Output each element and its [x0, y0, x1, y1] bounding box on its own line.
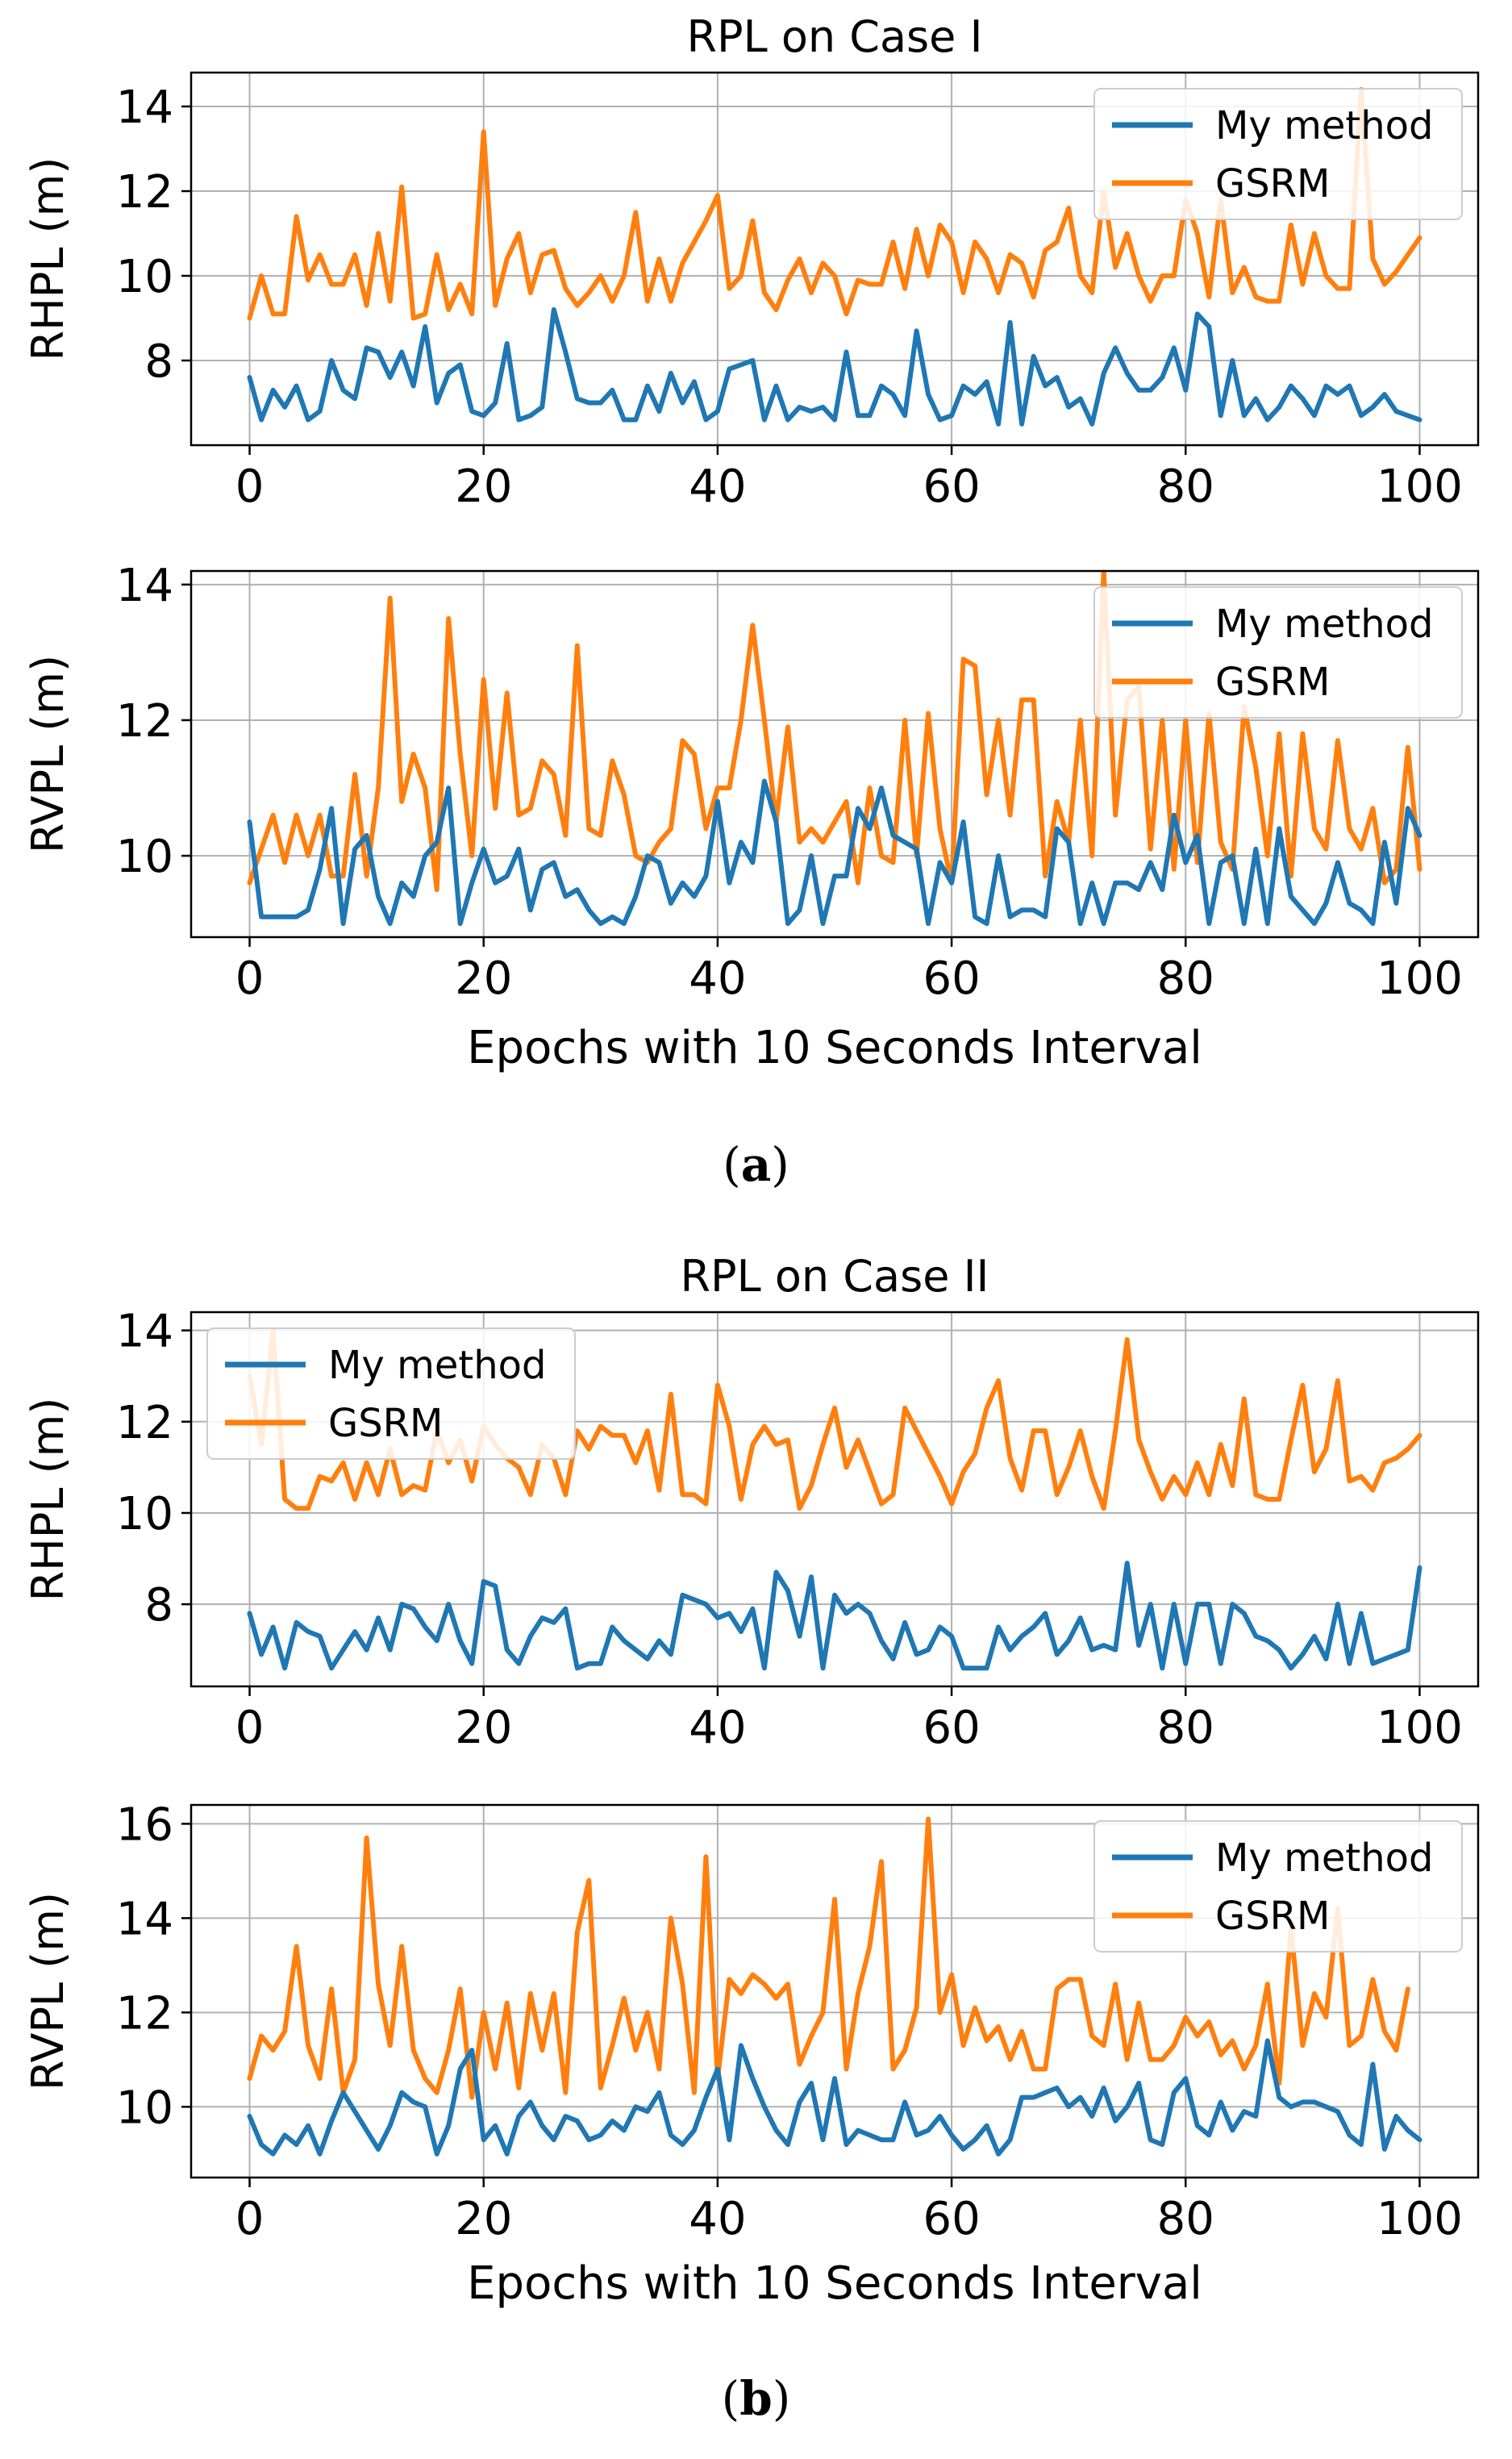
panel-b-title: RPL on Case II	[681, 1251, 989, 1302]
series-line-my-method	[247, 307, 1422, 427]
panel-a-title: RPL on Case I	[686, 11, 982, 62]
legend-label: GSRM	[1215, 660, 1330, 705]
y-axis-label: RHPL (m)	[23, 1398, 73, 1602]
x-tick-label: 40	[689, 1702, 746, 1754]
y-tick-label: 16	[116, 1798, 173, 1851]
x-tick-label: 20	[455, 461, 512, 513]
x-tick-label: 40	[689, 461, 746, 513]
y-axis-label: RVPL (m)	[23, 655, 73, 853]
y-tick-label: 12	[116, 1987, 173, 2040]
legend-label: My method	[1215, 602, 1433, 647]
x-tick-label: 80	[1157, 1702, 1214, 1754]
x-tick-label: 0	[235, 952, 264, 1005]
axes-frame	[190, 71, 1480, 447]
x-tick-label: 60	[923, 1702, 980, 1754]
x-tick-label: 60	[923, 461, 980, 513]
x-tick-label: 60	[923, 952, 980, 1005]
caption-a: (a)	[723, 1137, 789, 1192]
y-tick-label: 8	[144, 336, 173, 388]
legend-label: My method	[1215, 103, 1433, 148]
legend-label: GSRM	[1215, 1894, 1330, 1939]
series-line-my-method	[247, 1561, 1422, 1671]
y-tick-label: 10	[116, 1488, 173, 1540]
series-line-my-method	[247, 778, 1422, 927]
series-line-my-method	[247, 2038, 1422, 2157]
axes-frame	[190, 1311, 1480, 1688]
x-tick-label: 60	[923, 2193, 980, 2245]
y-tick-label: 14	[116, 1893, 173, 1945]
legend-label: GSRM	[328, 1401, 443, 1446]
y-axis-label: RVPL (m)	[23, 1892, 73, 2090]
panel-b-xlabel: Epochs with 10 Seconds Interval	[467, 2257, 1202, 2310]
legend-box	[1093, 88, 1463, 220]
y-tick-label: 12	[116, 166, 173, 219]
y-tick-label: 14	[116, 1306, 173, 1358]
chart-4: 0 20 40 60 80 100 10 12 14 16 RVPL (m) My method GSR…	[23, 1798, 1480, 2245]
legend-box	[1093, 1820, 1463, 1953]
series-group	[247, 571, 1422, 927]
legend-box	[1093, 586, 1463, 719]
legend-label: My method	[1215, 1836, 1433, 1881]
legend-box	[206, 1327, 576, 1460]
x-tick-label: 0	[235, 1702, 264, 1754]
y-tick-label: 10	[116, 831, 173, 883]
y-tick-label: 12	[116, 1397, 173, 1449]
x-tick-label: 100	[1377, 2193, 1463, 2245]
y-tick-label: 10	[116, 2082, 173, 2134]
x-tick-label: 20	[455, 1702, 512, 1754]
y-tick-label: 14	[116, 81, 173, 134]
chart-1: 0 20 40 60 80 100 8 10 12 14 RHPL (m) My method GSRM	[23, 71, 1480, 513]
x-tick-label: 20	[455, 2193, 512, 2245]
x-tick-label: 20	[455, 952, 512, 1005]
legend-label: My method	[328, 1343, 546, 1388]
panel-a-xlabel: Epochs with 10 Seconds Interval	[467, 1022, 1202, 1074]
y-tick-label: 12	[116, 695, 173, 748]
x-tick-label: 40	[689, 952, 746, 1005]
series-line-gsrm	[247, 87, 1422, 321]
x-tick-label: 100	[1377, 1702, 1463, 1754]
x-tick-label: 80	[1157, 461, 1214, 513]
x-tick-label: 80	[1157, 2193, 1214, 2245]
x-tick-label: 100	[1377, 952, 1463, 1005]
chart-2: 0 20 40 60 80 100 10 12 14 RVPL (m) My method GSRM	[23, 560, 1480, 1005]
x-tick-label: 40	[689, 2193, 746, 2245]
axes-frame	[190, 569, 1480, 939]
caption-b: (b)	[721, 2371, 791, 2426]
y-tick-label: 14	[116, 560, 173, 612]
axes-frame	[190, 1803, 1480, 2179]
series-group	[247, 1816, 1422, 2157]
series-group	[247, 87, 1422, 427]
y-tick-label: 8	[144, 1579, 173, 1632]
caption-a-label: a	[740, 1137, 772, 1192]
x-tick-label: 100	[1377, 461, 1463, 513]
x-tick-label: 0	[235, 461, 264, 513]
series-line-gsrm	[247, 1816, 1410, 2100]
legend-label: GSRM	[1215, 161, 1330, 206]
y-tick-label: 10	[116, 251, 173, 303]
series-line-gsrm	[247, 571, 1422, 893]
caption-b-label: b	[739, 2371, 773, 2426]
chart-3: 0 20 40 60 80 100 8 10 12 14 RHPL (m) My method GSRM	[23, 1306, 1480, 1754]
x-tick-label: 0	[235, 2193, 264, 2245]
x-tick-label: 80	[1157, 952, 1214, 1005]
y-axis-label: RHPL (m)	[23, 157, 73, 361]
